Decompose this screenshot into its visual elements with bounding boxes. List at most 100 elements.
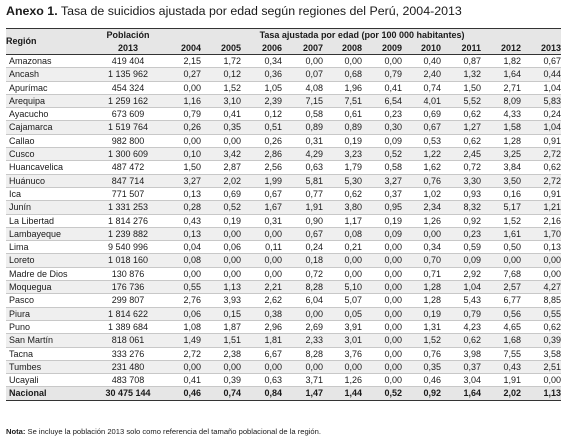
rate-cell: 0,41: [163, 373, 201, 387]
rate-cell: 0,00: [163, 134, 201, 148]
table-row: Tacna 333 276 2,72 2,38 6,67 8,28 3,76 0,00 0,76…: [6, 347, 562, 361]
rate-cell: 0,61: [323, 107, 362, 121]
rate-cell: 6,54: [362, 94, 402, 108]
rate-cell: 0,21: [323, 240, 362, 254]
rate-cell: 1,99: [241, 174, 282, 188]
table-row: Moquegua 176 736 0,55 1,13 2,21 8,28 5,10 0,00 1…: [6, 280, 562, 294]
population-cell: 847 714: [93, 174, 163, 188]
rate-cell: 2,57: [481, 280, 521, 294]
rate-cell: 0,05: [323, 307, 362, 321]
total-rate-cell: 1,64: [441, 386, 481, 401]
rate-cell: 0,00: [362, 347, 402, 361]
rate-cell: 6,04: [282, 293, 323, 308]
rate-cell: 0,00: [323, 253, 362, 268]
rate-cell: 8,28: [282, 347, 323, 361]
population-cell: 1 814 622: [93, 307, 163, 321]
rate-cell: 0,67: [402, 120, 441, 135]
rate-cell: 2,38: [201, 347, 241, 361]
region-name-cell: Ucayali: [6, 373, 93, 387]
population-cell: 130 876: [93, 267, 163, 281]
rate-cell: 0,26: [163, 120, 201, 135]
rate-cell: 0,62: [441, 333, 481, 348]
rate-cell: 0,72: [441, 160, 481, 175]
rate-cell: 0,58: [282, 107, 323, 121]
column-header-year: 2010: [402, 42, 441, 55]
rate-cell: 2,72: [163, 347, 201, 361]
rate-cell: 0,62: [441, 134, 481, 148]
table-row: San Martín 818 061 1,49 1,51 1,81 2,33 3,01 0,0…: [6, 333, 562, 348]
region-name-cell: Cusco: [6, 147, 93, 161]
rate-cell: 0,62: [323, 187, 362, 201]
rate-cell: 1,64: [481, 67, 521, 82]
table-row: Cusco 1 300 609 0,10 3,42 2,86 4,29 3,23 0,52 1,…: [6, 147, 562, 161]
region-name-cell: Ayacucho: [6, 107, 93, 121]
rate-cell: 3,84: [481, 160, 521, 175]
table-row: Lambayeque 1 239 882 0,13 0,00 0,00 0,67 0,08 0…: [6, 227, 562, 241]
rate-cell: 4,29: [282, 147, 323, 161]
total-rate-cell: 1,47: [282, 386, 323, 401]
rate-cell: 0,15: [201, 307, 241, 321]
footnote: Nota: Se incluye la población 2013 solo …: [6, 427, 321, 436]
rate-cell: 1,51: [201, 333, 241, 348]
table-row: Ancash 1 135 962 0,27 0,12 0,36 0,07 0,68 0,79 2…: [6, 67, 562, 82]
total-rate-cell: 0,74: [201, 386, 241, 401]
population-cell: 1 389 684: [93, 320, 163, 334]
rate-cell: 0,00: [282, 54, 323, 68]
rate-cell: 3,93: [201, 293, 241, 308]
region-name-cell: Tumbes: [6, 360, 93, 374]
table-row: Lima 9 540 996 0,04 0,06 0,11 0,24 0,21 0,00 0,3…: [6, 240, 562, 254]
rate-cell: 0,09: [441, 253, 481, 268]
rate-cell: 1,04: [441, 280, 481, 294]
total-row: Nacional 30 475 144 0,46 0,74 0,84 1,47 1,44 0,…: [6, 386, 562, 401]
rate-cell: 0,13: [163, 227, 201, 241]
rate-cell: 1,28: [402, 280, 441, 294]
rate-cell: 0,51: [241, 120, 282, 135]
rate-cell: 3,04: [441, 373, 481, 387]
rate-cell: 0,16: [481, 187, 521, 201]
table-row: Tumbes 231 480 0,00 0,00 0,00 0,00 0,00 0,00 0,3…: [6, 360, 562, 374]
rate-cell: 8,28: [282, 280, 323, 294]
rate-cell: 5,30: [323, 174, 362, 188]
rate-cell: 0,74: [402, 81, 441, 95]
rate-cell: 0,39: [521, 333, 562, 348]
rate-cell: 0,41: [201, 107, 241, 121]
column-header-year: 2013: [521, 42, 562, 55]
rate-cell: 0,08: [163, 253, 201, 268]
rate-cell: 2,87: [201, 160, 241, 175]
title-text: Tasa de suicidios ajustada por edad segú…: [60, 4, 462, 18]
rate-cell: 0,40: [402, 54, 441, 68]
rate-cell: 5,43: [441, 293, 481, 308]
rate-cell: 6,67: [241, 347, 282, 361]
rate-cell: 8,85: [521, 293, 562, 308]
table-row: Madre de Dios 130 876 0,00 0,00 0,00 0,72 0,00…: [6, 267, 562, 281]
table-body: Amazonas 419 404 2,15 1,72 0,34 0,00 0,00 0,00 0…: [6, 54, 562, 387]
column-header-year: 2006: [241, 42, 282, 55]
rate-cell: 2,02: [201, 174, 241, 188]
rate-cell: 0,76: [402, 347, 441, 361]
rate-cell: 2,92: [441, 267, 481, 281]
rate-cell: 1,67: [241, 200, 282, 215]
population-cell: 1 259 162: [93, 94, 163, 108]
rate-cell: 0,52: [362, 147, 402, 161]
rate-cell: 0,37: [441, 360, 481, 374]
rate-cell: 0,87: [441, 54, 481, 68]
population-cell: 1 814 276: [93, 214, 163, 228]
rate-cell: 0,00: [362, 360, 402, 374]
rate-cell: 5,10: [323, 280, 362, 294]
rate-cell: 0,52: [201, 200, 241, 215]
rate-cell: 2,15: [163, 54, 201, 68]
rate-cell: 0,76: [402, 174, 441, 188]
region-name-cell: Madre de Dios: [6, 267, 93, 281]
rate-cell: 0,72: [282, 267, 323, 281]
rate-cell: 0,68: [323, 67, 362, 82]
table-row: Puno 1 389 684 1,08 1,87 2,96 2,69 3,91 0,00 1,3…: [6, 320, 562, 334]
rate-cell: 0,91: [521, 187, 562, 201]
rate-cell: 0,79: [362, 67, 402, 82]
region-name-cell: La Libertad: [6, 214, 93, 228]
rate-cell: 0,34: [241, 54, 282, 68]
population-cell: 673 609: [93, 107, 163, 121]
rate-cell: 2,40: [402, 67, 441, 82]
rate-cell: 1,08: [163, 320, 201, 334]
rate-cell: 0,00: [163, 360, 201, 374]
rate-cell: 5,52: [441, 94, 481, 108]
